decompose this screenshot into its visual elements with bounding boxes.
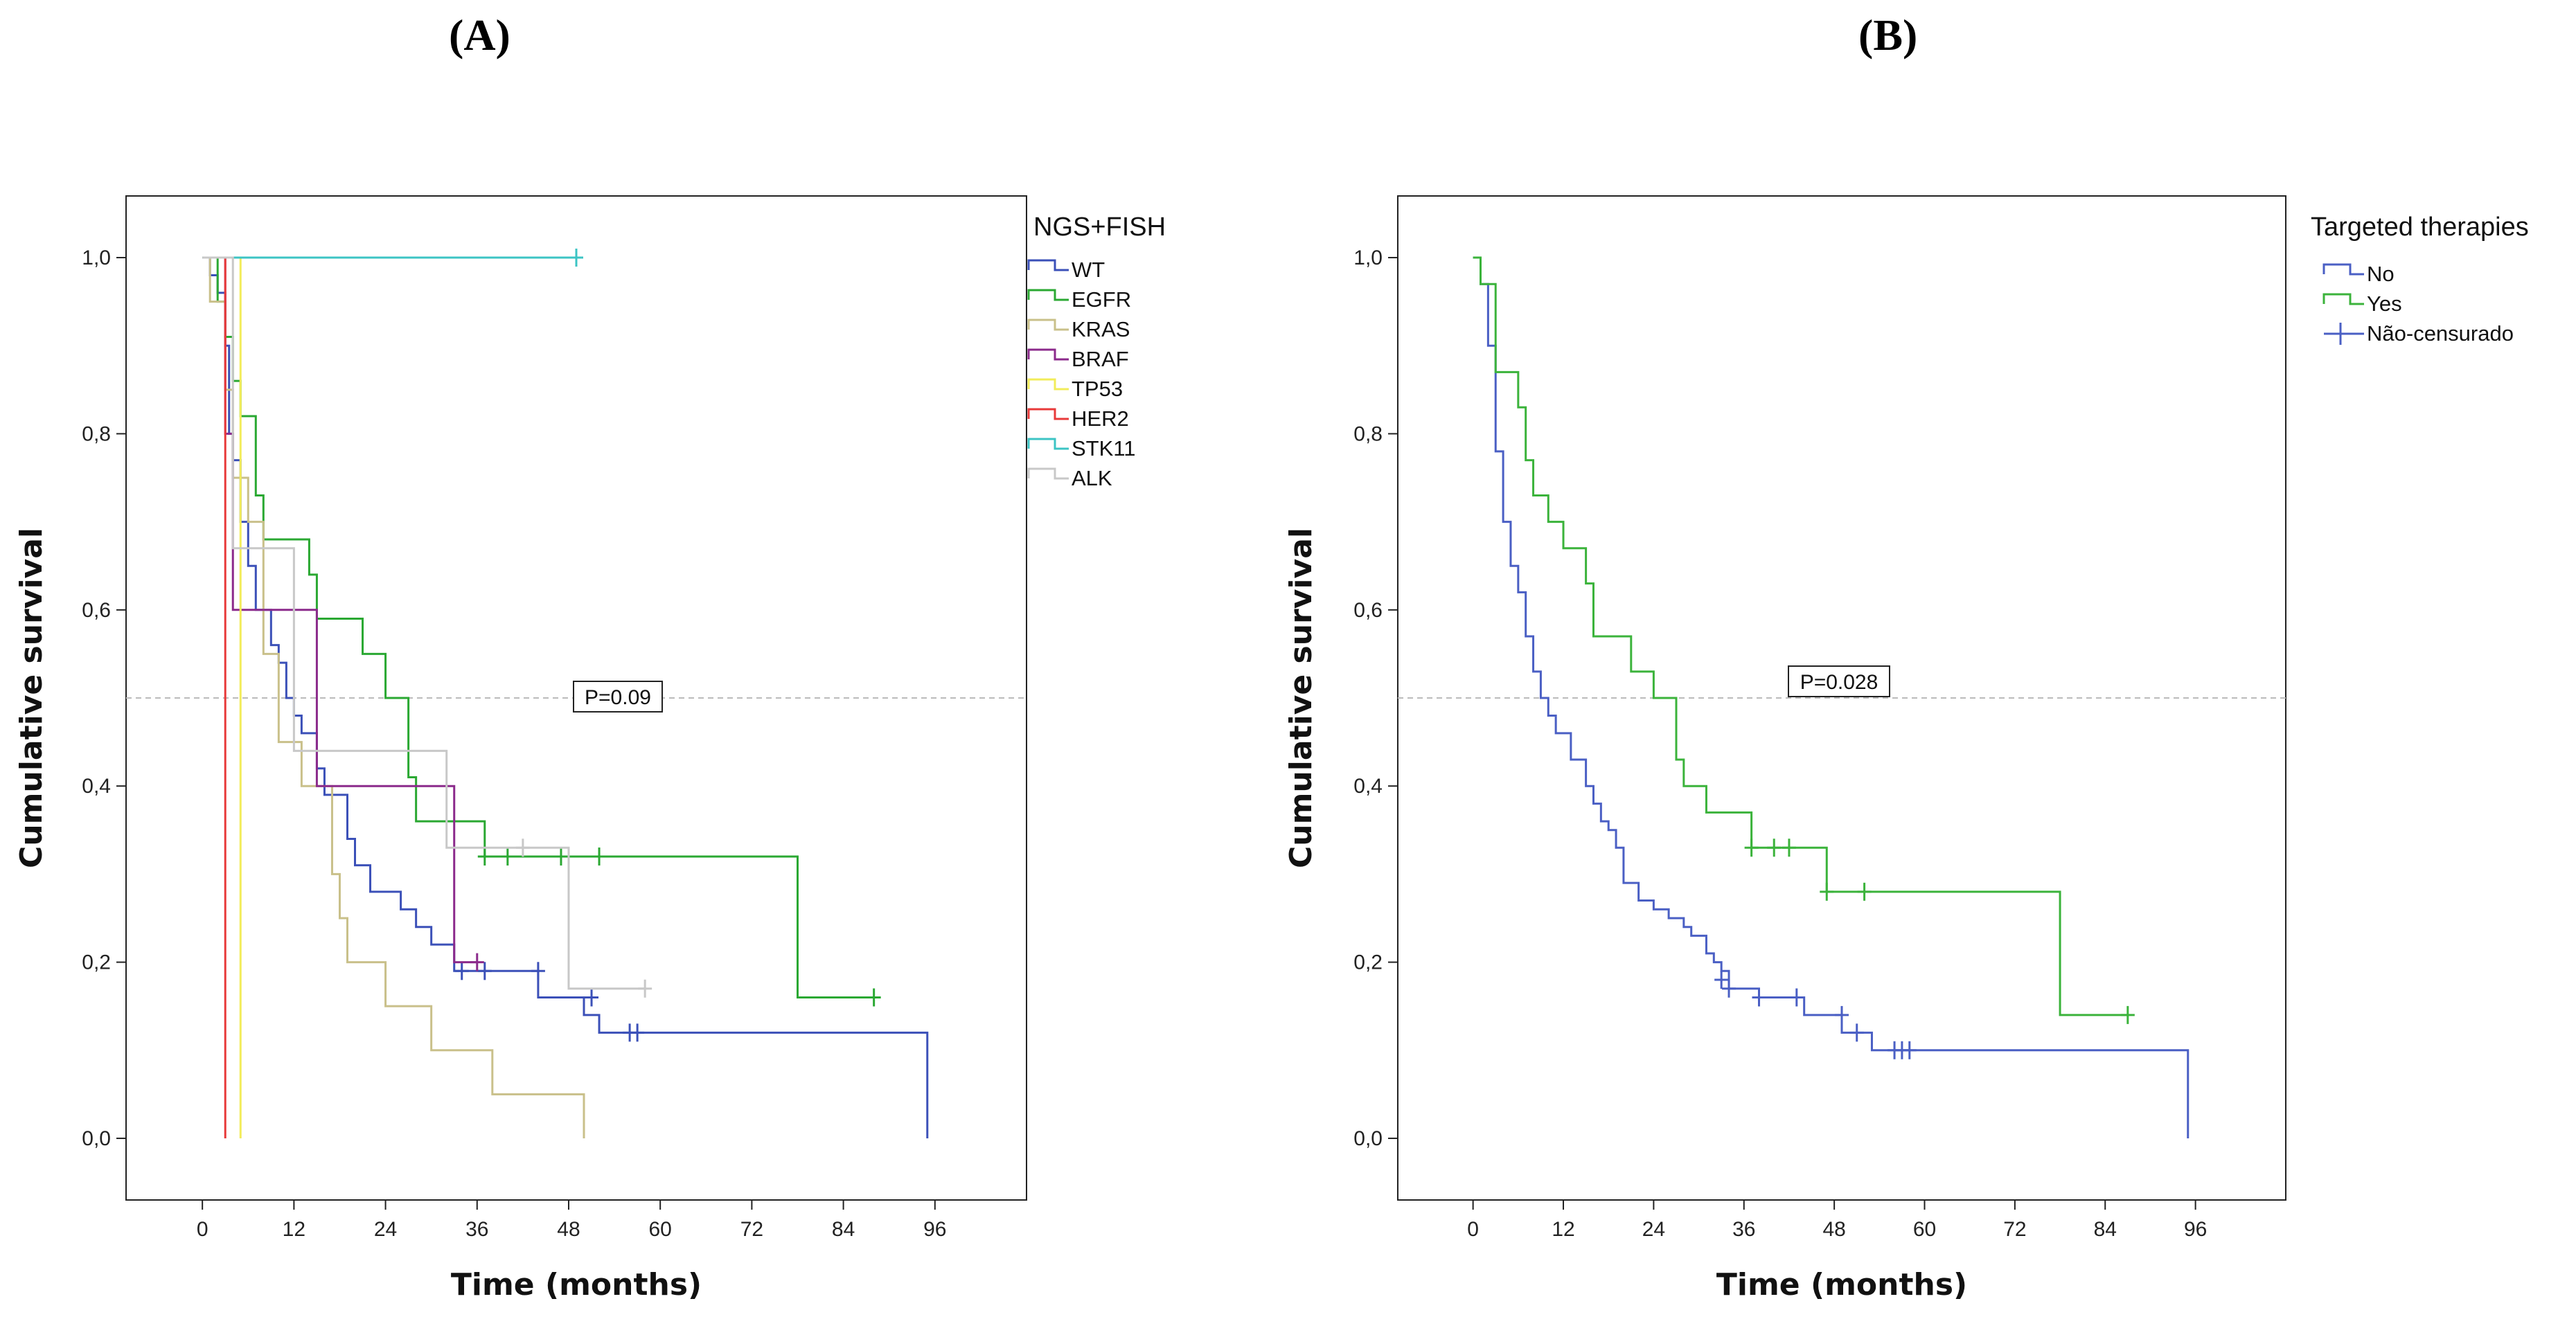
p-value-box xyxy=(1788,665,1890,697)
legend-label: EGFR xyxy=(1072,287,1131,312)
x-tick-label: 48 xyxy=(1822,1218,1845,1241)
y-tick-label: 1,0 xyxy=(82,247,111,269)
x-tick-label: 72 xyxy=(2003,1218,2026,1241)
legend-label: STK11 xyxy=(1072,436,1135,460)
survival-curve-yes xyxy=(1473,256,2128,1016)
x-axis-title: Time (months) xyxy=(1716,1267,1967,1302)
x-tick-label: 24 xyxy=(1642,1218,1665,1241)
legend-swatch-tp53 xyxy=(1027,378,1069,391)
p-value-label: P=0.028 xyxy=(1800,671,1878,694)
y-tick-label: 0,8 xyxy=(82,422,111,445)
y-tick-label: 1,0 xyxy=(1353,247,1383,269)
x-tick-label: 0 xyxy=(1467,1218,1479,1241)
chart-a-kaplan-meier: 0 12 24 36 48 60 72 84 96 0,0 0,2 0,4 0,6 0,8 1,0 Time … xyxy=(14,195,1166,1302)
y-tick-label: 0,2 xyxy=(1353,951,1383,974)
x-tick-label: 36 xyxy=(1732,1218,1755,1241)
legend-swatch-stk11 xyxy=(1027,438,1069,450)
x-tick-label: 60 xyxy=(1913,1218,1936,1241)
legend-swatch-her2 xyxy=(1027,408,1069,420)
x-tick-label: 96 xyxy=(2184,1218,2207,1241)
x-axis-title: Time (months) xyxy=(451,1267,702,1302)
y-axis-title: Cumulative survival xyxy=(14,528,49,868)
x-tick-label: 72 xyxy=(740,1218,763,1241)
survival-curve-no xyxy=(1473,256,2189,1138)
legend-swatch-braf xyxy=(1027,348,1069,361)
panel-b-label: (B) xyxy=(1858,10,1918,60)
x-tick-label: 84 xyxy=(832,1218,855,1241)
legend-label: BRAF xyxy=(1072,347,1129,371)
x-tick-label: 36 xyxy=(465,1218,488,1241)
legend-swatch-kras xyxy=(1027,319,1069,331)
x-tick-label: 12 xyxy=(283,1218,305,1241)
legend-label: HER2 xyxy=(1072,406,1129,431)
survival-curve-alk xyxy=(202,256,646,990)
legend-swatch-yes xyxy=(2322,293,2364,305)
x-tick-label: 48 xyxy=(557,1218,580,1241)
y-axis-title: Cumulative survival xyxy=(1283,528,1319,868)
legend-swatch-wt xyxy=(1027,259,1069,271)
y-tick-label: 0,4 xyxy=(82,775,111,798)
legend-label: No xyxy=(2367,262,2395,286)
legend-label: TP53 xyxy=(1072,377,1123,401)
y-tick-label: 0,6 xyxy=(82,599,111,622)
legend-label: WT xyxy=(1072,258,1105,282)
survival-curve-kras xyxy=(202,256,585,1138)
chart-b-kaplan-meier: 0 12 24 36 48 60 72 84 96 0,0 0,2 0,4 0,6 0,8 1,0 Time … xyxy=(1283,195,2529,1302)
survival-curve-egfr xyxy=(202,256,874,998)
p-value-label: P=0.09 xyxy=(585,686,651,709)
x-tick-label: 0 xyxy=(197,1218,208,1241)
legend-title: NGS+FISH xyxy=(1033,213,1166,242)
y-tick-label: 0,8 xyxy=(1353,422,1383,445)
x-tick-label: 24 xyxy=(374,1218,397,1241)
x-tick-label: 12 xyxy=(1552,1218,1574,1241)
y-tick-label: 0,0 xyxy=(1353,1127,1383,1150)
y-tick-label: 0,0 xyxy=(82,1127,111,1150)
y-tick-label: 0,4 xyxy=(1353,775,1383,798)
legend-label: ALK xyxy=(1072,466,1112,490)
legend-swatch-alk xyxy=(1027,467,1069,480)
panel-a-label: (A) xyxy=(449,10,510,60)
y-tick-label: 0,2 xyxy=(82,951,111,974)
y-tick-label: 0,6 xyxy=(1353,599,1383,622)
legend-label: KRAS xyxy=(1072,317,1130,341)
legend-title: Targeted therapies xyxy=(2311,213,2529,242)
p-value-box xyxy=(573,681,663,713)
legend-label: Yes xyxy=(2367,292,2402,316)
legend-label: Não-censurado xyxy=(2367,321,2514,346)
legend-swatch-no xyxy=(2322,263,2364,276)
legend-swatch-egfr xyxy=(1027,289,1069,301)
x-tick-label: 96 xyxy=(923,1218,946,1241)
x-tick-label: 60 xyxy=(648,1218,671,1241)
x-tick-label: 84 xyxy=(2094,1218,2117,1241)
